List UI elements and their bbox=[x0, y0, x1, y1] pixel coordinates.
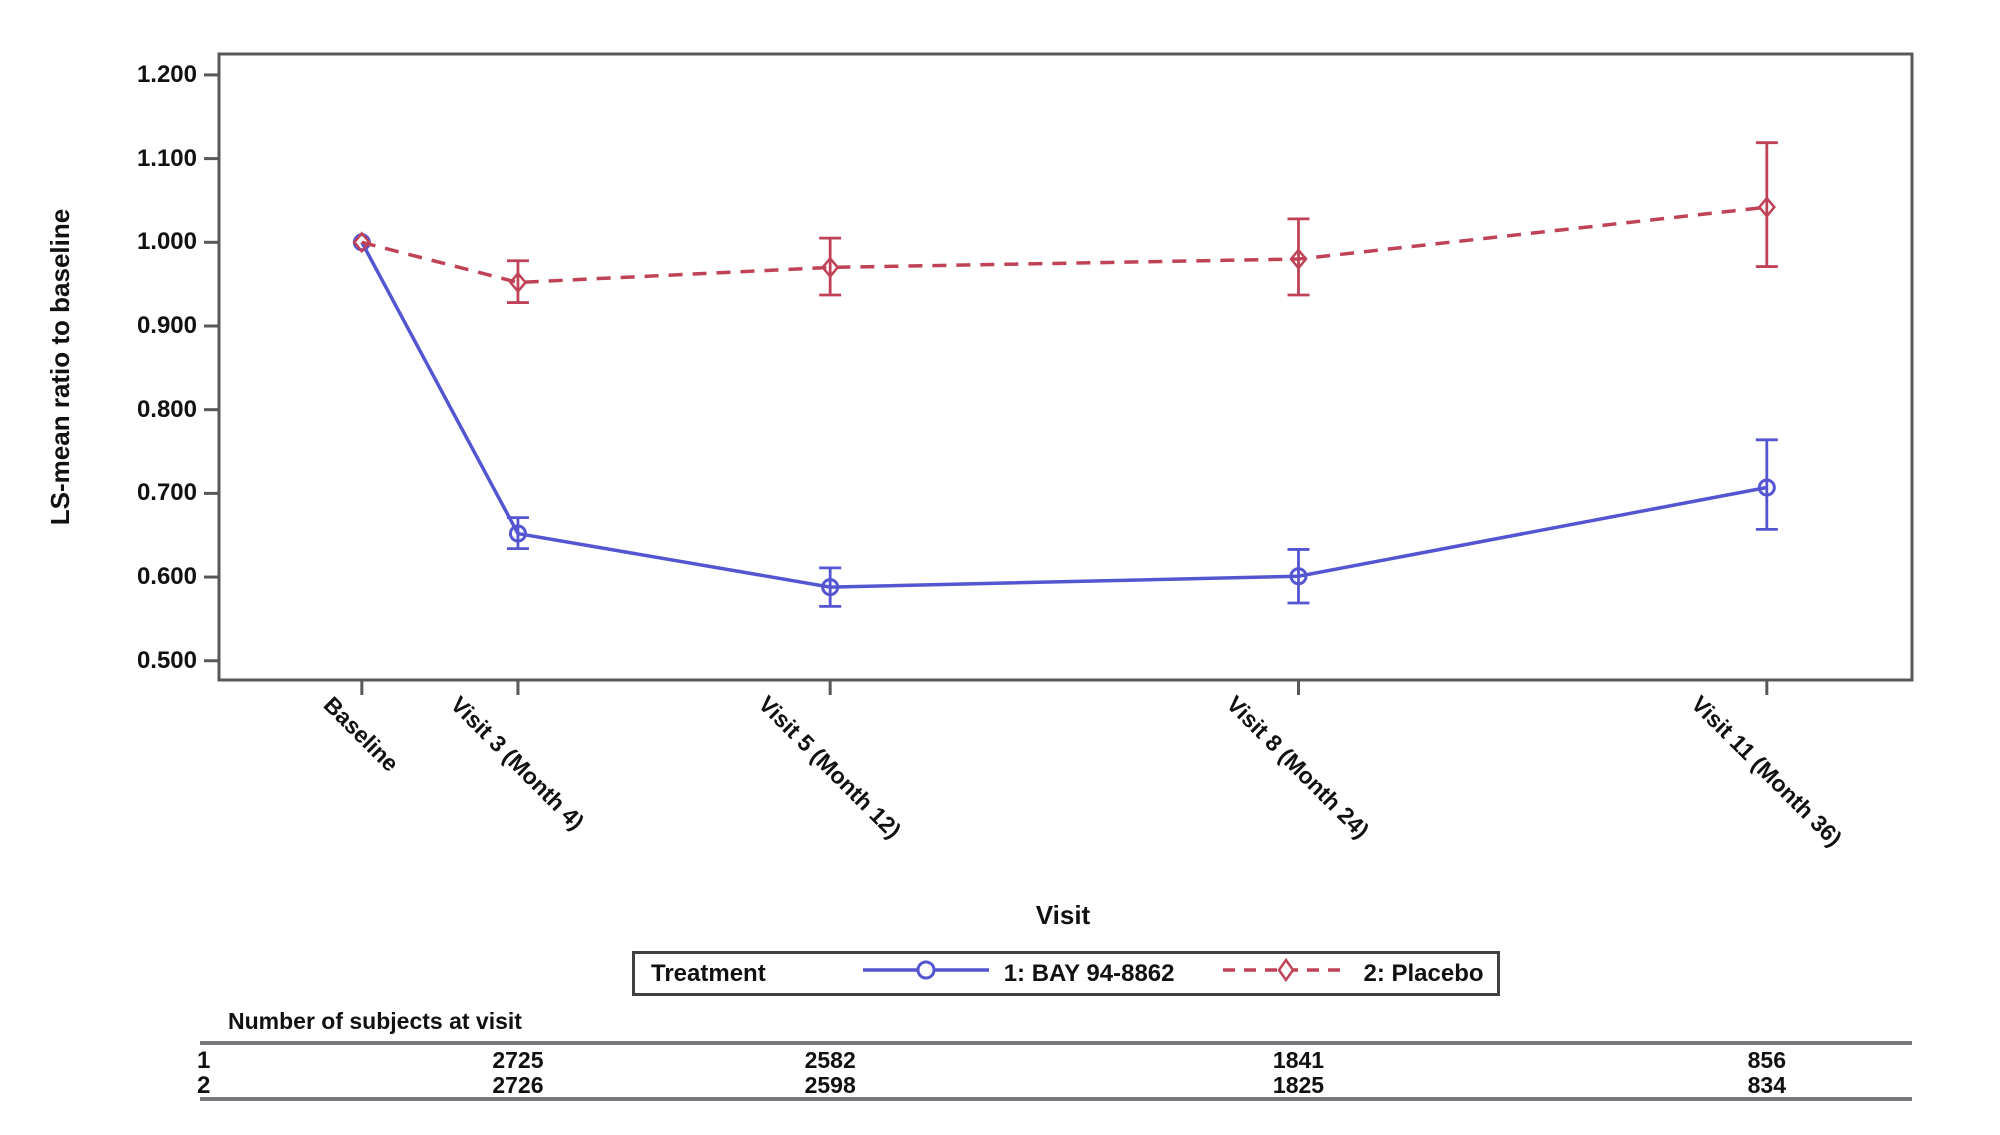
diamond-marker-icon bbox=[1289, 248, 1308, 270]
diamond-marker-icon bbox=[508, 271, 528, 294]
series-line bbox=[361, 205, 1768, 285]
diamond-marker-icon bbox=[1757, 196, 1776, 219]
table-cell: 2582 bbox=[804, 1047, 856, 1073]
subject-table-title: Number of subjects at visit bbox=[228, 1008, 522, 1034]
series-line bbox=[360, 241, 1768, 589]
circle-marker-icon bbox=[508, 524, 527, 543]
subject-table-top-rule bbox=[200, 1041, 1912, 1045]
y-tick-label: 1.200 bbox=[136, 60, 197, 88]
table-row-label: 1 bbox=[197, 1047, 211, 1074]
y-tick-label: 0.700 bbox=[136, 479, 197, 507]
table-cell: 2725 bbox=[492, 1047, 544, 1073]
table-cell: 2726 bbox=[492, 1072, 544, 1098]
diamond-marker-icon bbox=[352, 231, 371, 254]
y-axis-title: LS-mean ratio to baseline bbox=[45, 208, 75, 526]
plot-border bbox=[217, 52, 1914, 682]
y-tick-label: 0.800 bbox=[136, 395, 197, 423]
y-tick-label: 0.900 bbox=[136, 311, 197, 339]
x-axis-title: Visit bbox=[1035, 900, 1091, 930]
y-tick-label: 1.100 bbox=[136, 144, 197, 172]
table-cell: 834 bbox=[1747, 1072, 1786, 1098]
table-cell: 856 bbox=[1747, 1047, 1786, 1073]
y-tick-label: 1.000 bbox=[136, 228, 197, 256]
table-row-label: 2 bbox=[197, 1072, 211, 1099]
y-tick-label: 0.600 bbox=[136, 563, 197, 591]
subject-table-bottom-rule bbox=[200, 1097, 1912, 1101]
legend-entry-bay-label: 1: BAY 94-8862 bbox=[1003, 959, 1175, 987]
table-cell: 1841 bbox=[1272, 1047, 1325, 1073]
table-cell: 2598 bbox=[804, 1072, 856, 1098]
diamond-marker-icon bbox=[821, 256, 840, 279]
legend-title: Treatment bbox=[651, 959, 766, 987]
circle-marker-icon bbox=[1757, 478, 1776, 497]
circle-marker-icon bbox=[1289, 567, 1308, 586]
diamond-marker-dashed-line-icon bbox=[1221, 956, 1351, 991]
legend: Treatment 1: BAY 94-8862 2: Placebo bbox=[632, 951, 1500, 996]
circle-marker-line-icon bbox=[861, 956, 991, 991]
circle-marker-icon bbox=[821, 578, 840, 597]
table-cell: 1825 bbox=[1272, 1072, 1325, 1098]
y-tick-label: 0.500 bbox=[136, 646, 197, 674]
legend-entry-placebo-label: 2: Placebo bbox=[1363, 959, 1484, 987]
